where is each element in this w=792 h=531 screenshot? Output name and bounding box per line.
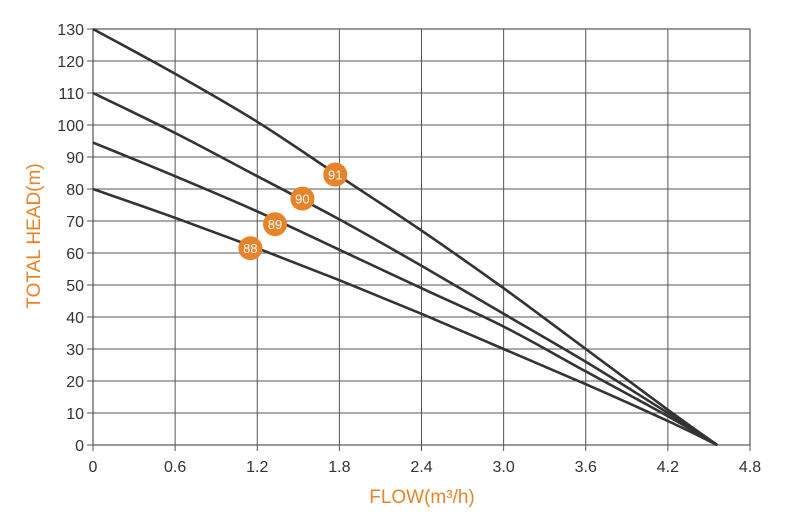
curve-badge-88 <box>238 236 263 261</box>
x-tick-label: 0.6 <box>164 459 186 476</box>
x-tick-label: 1.2 <box>246 459 268 476</box>
y-tick-label: 90 <box>66 150 84 167</box>
x-axis-title: FLOW(m³/h) <box>369 487 475 508</box>
curve-91 <box>92 27 718 447</box>
y-axis-ticks: 0 10 20 30 40 50 60 70 80 90 100 110 120 130 <box>57 22 93 455</box>
y-tick-label: 70 <box>66 214 84 231</box>
y-tick-label: 20 <box>66 374 84 391</box>
x-tick-label: 2.4 <box>410 459 432 476</box>
x-tick-label: 4.2 <box>657 459 679 476</box>
x-axis-ticks: 0 0.6 1.2 1.8 2.4 3.0 3.6 4.2 4.8 <box>89 445 761 476</box>
curve-badge-label: 90 <box>295 192 309 207</box>
curve-badge-label: 89 <box>268 217 282 232</box>
curve-badge-90 <box>290 186 315 211</box>
curve-badge-91 <box>323 162 348 187</box>
y-tick-label: 60 <box>66 246 84 263</box>
curve-88 <box>92 187 718 447</box>
curve-89 <box>92 141 718 447</box>
x-tick-label: 1.8 <box>328 459 350 476</box>
y-tick-label: 10 <box>66 406 84 423</box>
y-tick-label: 40 <box>66 310 84 327</box>
y-tick-label: 100 <box>57 118 84 135</box>
grid <box>92 28 751 446</box>
curve-90 <box>92 91 718 447</box>
y-tick-label: 0 <box>75 438 84 455</box>
y-tick-label: 130 <box>57 22 84 39</box>
y-axis-title: TOTAL HEAD(m) <box>24 163 45 308</box>
curve-labels: 91 90 89 88 <box>238 162 348 261</box>
x-tick-label: 3.6 <box>575 459 597 476</box>
curve-badge-label: 88 <box>243 241 257 256</box>
y-tick-label: 50 <box>66 278 84 295</box>
y-tick-label: 30 <box>66 342 84 359</box>
y-tick-label: 120 <box>57 54 84 71</box>
x-tick-label: 0 <box>89 459 98 476</box>
curve-badge-label: 91 <box>328 168 342 183</box>
y-tick-label: 110 <box>58 86 84 103</box>
x-tick-label: 4.8 <box>739 459 761 476</box>
curve-badge-89 <box>263 212 288 237</box>
curves <box>92 27 718 447</box>
y-tick-label: 80 <box>66 182 84 199</box>
x-tick-label: 3.0 <box>493 459 515 476</box>
